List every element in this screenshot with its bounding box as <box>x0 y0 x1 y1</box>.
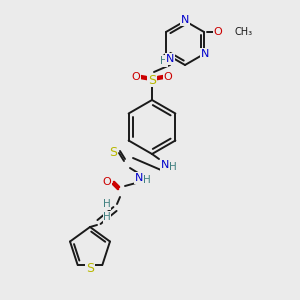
Text: N: N <box>201 49 209 59</box>
Text: S: S <box>86 262 94 275</box>
Text: H: H <box>103 199 111 209</box>
Text: H: H <box>103 212 111 222</box>
Text: S: S <box>148 74 156 86</box>
Text: N: N <box>181 15 189 25</box>
Text: N: N <box>161 160 169 170</box>
Text: S: S <box>109 146 117 158</box>
Text: H: H <box>160 56 168 66</box>
Text: O: O <box>214 27 222 37</box>
Text: O: O <box>132 72 140 82</box>
Text: O: O <box>103 177 111 187</box>
Text: N: N <box>135 173 143 183</box>
Text: H: H <box>169 162 177 172</box>
Text: N: N <box>166 54 174 64</box>
Text: H: H <box>143 175 151 185</box>
Text: O: O <box>164 72 172 82</box>
Text: CH₃: CH₃ <box>234 27 252 37</box>
